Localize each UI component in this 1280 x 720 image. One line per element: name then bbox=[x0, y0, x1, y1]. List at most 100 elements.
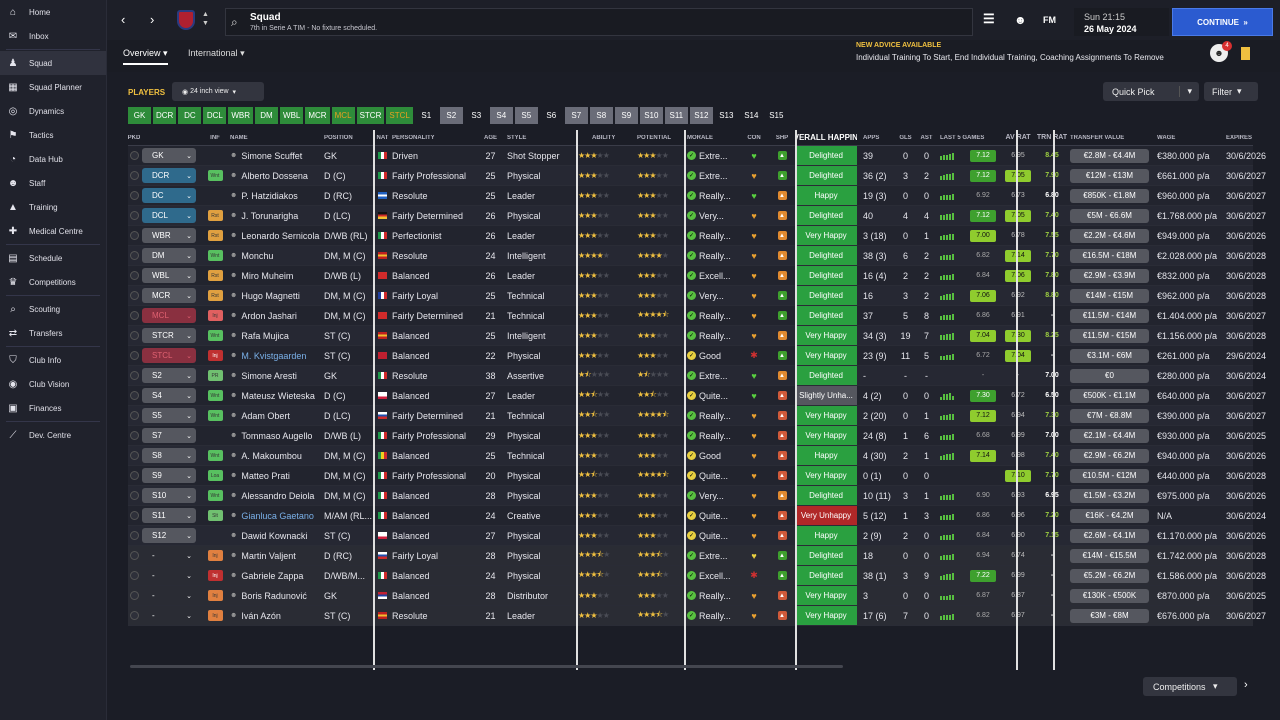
position-filter-dcr[interactable]: DCR bbox=[153, 107, 177, 124]
position-filter-s6[interactable]: S6 bbox=[546, 111, 557, 120]
transfer-value[interactable]: €14M - €15.5M bbox=[1070, 548, 1149, 563]
sidebar-item-finances[interactable]: ▣ Finances bbox=[0, 396, 106, 420]
transfer-value[interactable]: €16K - €4.2M bbox=[1070, 508, 1149, 523]
player-name[interactable]: Boris Radunović bbox=[241, 590, 307, 601]
position-filter-s4[interactable]: S4 bbox=[489, 107, 513, 124]
position-filter-mcr[interactable]: MCR bbox=[305, 107, 330, 124]
transfer-value[interactable]: €10.5M - €12M bbox=[1070, 468, 1149, 483]
pkd-toggle[interactable] bbox=[129, 591, 139, 600]
player-name[interactable]: Gabriele Zappa bbox=[241, 570, 304, 581]
sidebar-item-club-vision[interactable]: ◉ Club Vision bbox=[0, 372, 106, 396]
table-row[interactable]: DCR ⌄ Wnt ☻ Alberto Dossena D (C) Fairly Profe… bbox=[128, 166, 1266, 186]
table-row[interactable]: - ⌄ Inj ☻ Iván Azón ST (C) Resolute 21 Leader ★★★… bbox=[128, 606, 1266, 626]
player-name[interactable]: Alessandro Deiola bbox=[241, 490, 315, 501]
header-pkd[interactable]: PKD bbox=[128, 134, 140, 141]
table-row[interactable]: S7 ⌄ ☻ Tommaso Augello D/WB (L) Fairly Profes… bbox=[128, 426, 1266, 446]
transfer-value[interactable]: €3.1M - €6M bbox=[1070, 348, 1149, 363]
position-select[interactable]: S7 ⌄ bbox=[142, 428, 196, 443]
fm-logo[interactable]: FM bbox=[1043, 15, 1056, 25]
pkd-toggle[interactable] bbox=[129, 451, 139, 460]
player-name[interactable]: Hugo Magnetti bbox=[241, 290, 300, 301]
table-row[interactable]: S4 ⌄ Wnt ☻ Mateusz Wieteska D (C) Balanced 27 Le… bbox=[128, 386, 1266, 406]
header-age[interactable]: AGE bbox=[483, 134, 497, 141]
position-filter-gk[interactable]: GK bbox=[128, 107, 151, 124]
transfer-value[interactable]: €16.5M - €18M bbox=[1070, 248, 1149, 263]
position-filter-mcl[interactable]: MCL bbox=[331, 107, 355, 124]
position-filter-wbr[interactable]: WBR bbox=[228, 107, 254, 124]
sidebar-item-home[interactable]: ⌂ Home bbox=[0, 0, 106, 24]
continue-button[interactable]: CONTINUE » bbox=[1172, 8, 1273, 36]
table-row[interactable]: S2 ⌄ PR ☻ Simone Aresti GK Resolute 38 Assertive… bbox=[128, 366, 1266, 386]
header-shp[interactable]: SHP bbox=[775, 134, 789, 141]
position-select[interactable]: S4 ⌄ bbox=[142, 388, 196, 403]
pkd-toggle[interactable] bbox=[129, 411, 139, 420]
pkd-toggle[interactable] bbox=[129, 291, 139, 300]
player-name[interactable]: Simone Aresti bbox=[241, 370, 297, 381]
table-row[interactable]: GK ⌄ ☻ Simone Scuffet GK Driven 27 Shot Stopper… bbox=[128, 146, 1266, 166]
table-row[interactable]: S5 ⌄ Wnt ☻ Adam Obert D (LC) Fairly Determined… bbox=[128, 406, 1266, 426]
header-avrat[interactable]: AV RAT bbox=[1005, 134, 1031, 141]
advice-panel[interactable]: NEW ADVICE AVAILABLE Individual Training… bbox=[856, 42, 1202, 68]
header-con[interactable]: CON bbox=[747, 134, 761, 141]
position-select[interactable]: MCL ⌄ bbox=[142, 308, 196, 323]
club-switch-icon[interactable]: ▲ ▼ bbox=[202, 11, 209, 27]
transfer-value[interactable]: €2.8M - €4.4M bbox=[1070, 148, 1149, 163]
transfer-value[interactable]: €130K - €500K bbox=[1070, 588, 1149, 603]
table-row[interactable]: - ⌄ Inj ☻ Martin Valjent D (RC) Fairly Loyal 28… bbox=[128, 546, 1266, 566]
pkd-toggle[interactable] bbox=[129, 551, 139, 560]
position-filter-s9[interactable]: S9 bbox=[614, 107, 638, 124]
quick-pick-button[interactable]: Quick Pick ▾ bbox=[1103, 82, 1199, 101]
pkd-toggle[interactable] bbox=[129, 391, 139, 400]
player-name[interactable]: Dawid Kownacki bbox=[241, 530, 308, 541]
position-filter-dm[interactable]: DM bbox=[255, 107, 279, 124]
player-name[interactable]: Matteo Prati bbox=[241, 470, 290, 481]
transfer-value[interactable]: €14M - €15M bbox=[1070, 288, 1149, 303]
header-last5[interactable]: LAST 5 GAMES bbox=[940, 134, 985, 141]
position-select[interactable]: - ⌄ bbox=[142, 608, 196, 623]
pkd-toggle[interactable] bbox=[129, 611, 139, 620]
transfer-value[interactable]: €12M - €13M bbox=[1070, 168, 1149, 183]
transfer-value[interactable]: €2.9M - €6.2M bbox=[1070, 448, 1149, 463]
player-name[interactable]: Ardon Jashari bbox=[241, 310, 297, 321]
position-filter-s5[interactable]: S5 bbox=[514, 107, 538, 124]
position-select[interactable]: GK ⌄ bbox=[142, 148, 196, 163]
player-name[interactable]: Simone Scuffet bbox=[241, 150, 303, 161]
position-select[interactable]: S10 ⌄ bbox=[142, 488, 196, 503]
menu-icon[interactable]: ☰ bbox=[983, 11, 995, 26]
position-select[interactable]: WBL ⌄ bbox=[142, 268, 196, 283]
sidebar-item-squad[interactable]: ♟ Squad bbox=[0, 51, 106, 75]
table-row[interactable]: DM ⌄ Wnt ☻ Monchu DM, M (C) Resolute 24 Intellig… bbox=[128, 246, 1266, 266]
position-filter-s7[interactable]: S7 bbox=[564, 107, 588, 124]
sidebar-item-schedule[interactable]: ▤ Schedule bbox=[0, 246, 106, 270]
header-wage[interactable]: WAGE bbox=[1157, 134, 1176, 141]
sidebar-item-training[interactable]: ▲ Training bbox=[0, 195, 106, 219]
pkd-toggle[interactable] bbox=[129, 511, 139, 520]
pkd-toggle[interactable] bbox=[129, 371, 139, 380]
header-trnrat[interactable]: TRN RAT bbox=[1037, 134, 1067, 141]
position-select[interactable]: - ⌄ bbox=[142, 568, 196, 583]
position-select[interactable]: DC ⌄ bbox=[142, 188, 196, 203]
position-filter-wbl[interactable]: WBL bbox=[280, 107, 304, 124]
transfer-value[interactable]: €2.2M - €4.6M bbox=[1070, 228, 1149, 243]
sidebar-item-tactics[interactable]: ⚑ Tactics bbox=[0, 123, 106, 147]
pkd-toggle[interactable] bbox=[129, 571, 139, 580]
transfer-value[interactable]: €2.9M - €3.9M bbox=[1070, 268, 1149, 283]
transfer-value[interactable]: €1.5M - €3.2M bbox=[1070, 488, 1149, 503]
sidebar-item-inbox[interactable]: ✉ Inbox bbox=[0, 24, 106, 48]
table-row[interactable]: S10 ⌄ Wnt ☻ Alessandro Deiola DM, M (C) Balanc… bbox=[128, 486, 1266, 506]
position-filter-s11[interactable]: S11 bbox=[664, 107, 688, 124]
player-name[interactable]: Monchu bbox=[241, 250, 274, 261]
search-box[interactable]: ⌕ Squad 7th in Serie A TIM - No fixture … bbox=[225, 8, 973, 36]
position-filter-s12[interactable]: S12 bbox=[689, 107, 713, 124]
pkd-toggle[interactable] bbox=[129, 491, 139, 500]
pkd-toggle[interactable] bbox=[129, 191, 139, 200]
pkd-toggle[interactable] bbox=[129, 231, 139, 240]
header-happiness[interactable]: OVERALL HAPPIN... bbox=[795, 133, 857, 142]
table-row[interactable]: DCL ⌄ Rst ☻ J. Torunarigha D (LC) Fairly Deter… bbox=[128, 206, 1266, 226]
position-filter-dcl[interactable]: DCL bbox=[203, 107, 227, 124]
pkd-toggle[interactable] bbox=[129, 531, 139, 540]
position-filter-s15[interactable]: S15 bbox=[769, 111, 784, 120]
transfer-value[interactable]: €5.2M - €6.2M bbox=[1070, 568, 1149, 583]
bookmark-icon[interactable] bbox=[1241, 47, 1250, 60]
position-select[interactable]: - ⌄ bbox=[142, 548, 196, 563]
